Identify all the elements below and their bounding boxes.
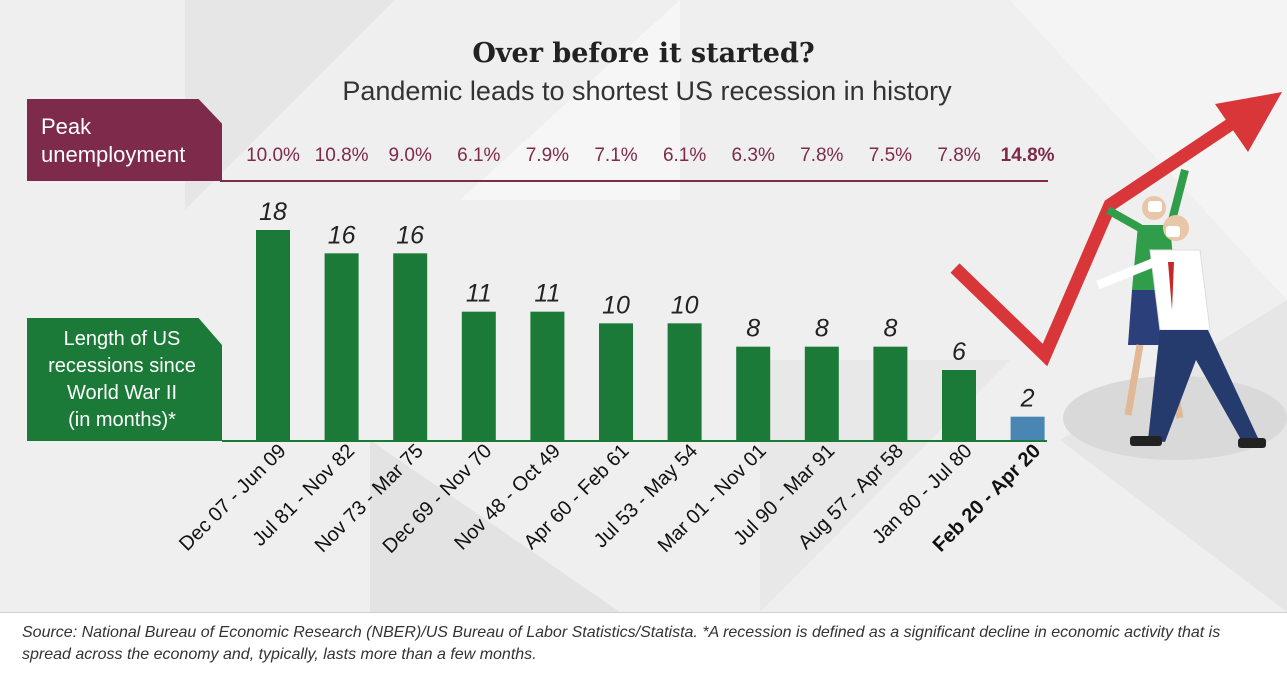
peak-unemployment-value: 9.0% — [388, 145, 432, 166]
peak-unemployment-label-box: Peak unemployment — [27, 99, 222, 181]
bar-value-label: 10 — [671, 291, 699, 319]
peak-unemployment-value: 7.8% — [800, 145, 844, 166]
bar-value-label: 11 — [466, 280, 492, 308]
bar — [804, 346, 839, 440]
recession-length-label-box: Length of US recessions since World War … — [27, 318, 222, 441]
bar-value-label: 2 — [1020, 385, 1035, 413]
bar-value-label: 8 — [746, 315, 760, 343]
peak-unemployment-value: 7.5% — [868, 145, 913, 166]
bar — [530, 311, 565, 440]
bar — [324, 253, 359, 440]
peak-unemployment-value: 7.8% — [937, 145, 981, 166]
bar — [461, 311, 496, 440]
peak-unemployment-value: 14.8% — [1000, 145, 1055, 166]
peak-unemployment-value: 10.0% — [246, 145, 300, 166]
bar — [667, 323, 702, 440]
peak-unemployment-value: 6.3% — [731, 145, 775, 166]
bar-value-label: 6 — [952, 338, 966, 366]
chart-baseline — [222, 440, 1047, 442]
chart-subtitle: Pandemic leads to shortest US recession … — [342, 76, 952, 106]
bar-value-label: 8 — [815, 315, 829, 343]
bar — [736, 346, 771, 440]
bar — [599, 323, 633, 440]
bar-value-label: 16 — [396, 221, 424, 249]
bar-value-label: 10 — [602, 291, 630, 319]
bar-value-label: 11 — [534, 280, 560, 308]
bar-value-label: 16 — [328, 221, 356, 249]
bar-value-label: 8 — [883, 315, 897, 343]
peak-unemployment-value: 6.1% — [457, 145, 501, 166]
chart-title: Over before it started? — [472, 38, 815, 69]
peak-unemployment-value: 6.1% — [662, 145, 707, 166]
source-note: Source: National Bureau of Economic Rese… — [22, 624, 1221, 663]
peak-unemployment-rule — [220, 180, 1048, 182]
peak-unemployment-label: Peak unemployment — [41, 114, 186, 167]
bar — [256, 230, 290, 440]
peak-unemployment-value: 10.8% — [314, 145, 369, 166]
bar-value-label: 18 — [259, 198, 287, 226]
bar — [1010, 416, 1045, 440]
recession-length-label: Length of US recessions since World War … — [48, 328, 196, 431]
bar — [942, 370, 976, 440]
peak-unemployment-value: 7.9% — [525, 145, 570, 166]
bar — [873, 346, 908, 440]
peak-unemployment-value: 7.1% — [594, 145, 638, 166]
bar — [393, 253, 428, 440]
source-divider — [0, 612, 1287, 613]
rising-arrow-illustration — [950, 92, 1287, 460]
